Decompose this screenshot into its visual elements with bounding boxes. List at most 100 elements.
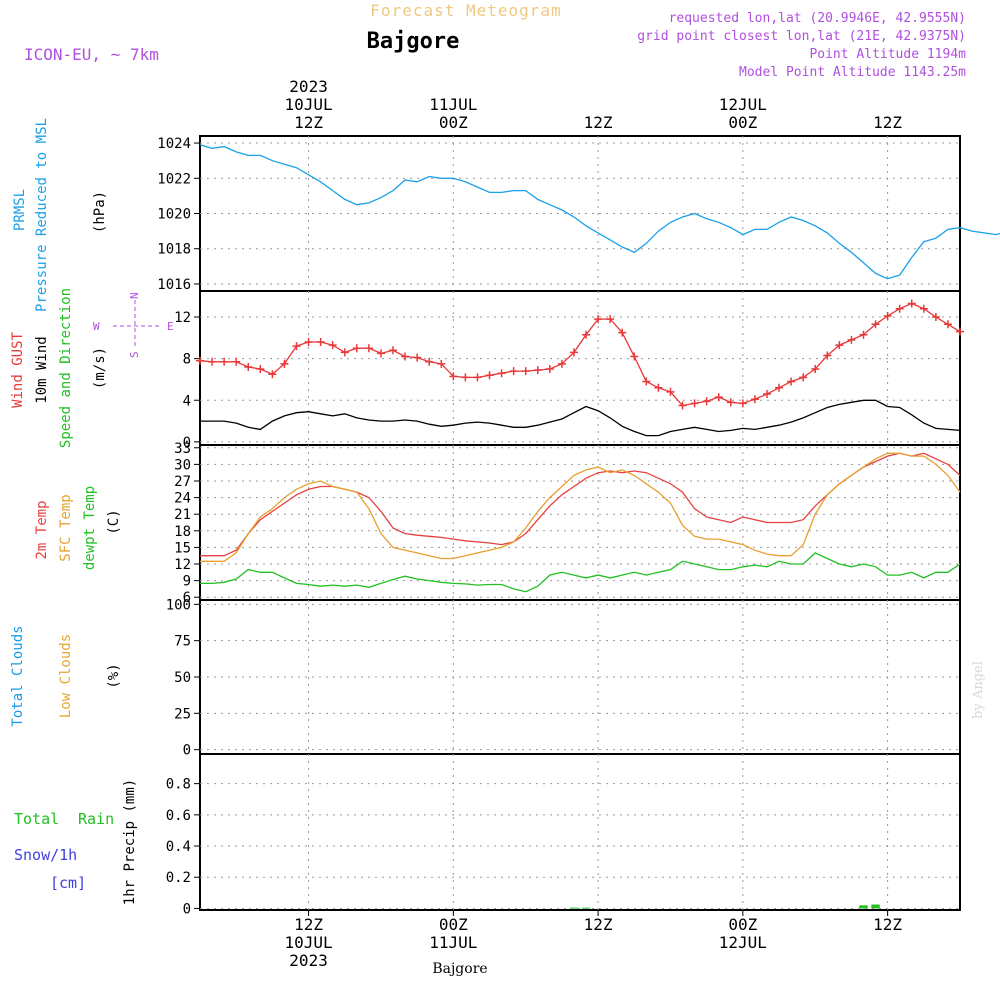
wind-gust-marker [943, 320, 952, 329]
ytick-label-clouds: 100 [166, 597, 191, 613]
label-snow: Snow/1h [14, 846, 77, 864]
label-clouds-unit: (%) [106, 663, 122, 688]
ytick-label-wind: 12 [174, 310, 191, 326]
dir-label-e: E [167, 320, 174, 333]
wind-gust-marker [799, 373, 808, 382]
wind-gust-marker [352, 344, 361, 353]
footer-location: Bajgore [432, 961, 487, 977]
rain-bar [859, 905, 868, 909]
wind-gust-marker [883, 311, 892, 320]
location-title: Bajgore [367, 29, 460, 54]
temp-sfc-line [200, 452, 961, 562]
ytick-label-wind: 0 [183, 435, 191, 451]
label-low-clouds: Low Clouds [58, 634, 74, 718]
label-wind-unit: (m/s) [92, 347, 108, 389]
wind-gust-marker [569, 348, 578, 357]
time-label-top: 2023 [289, 77, 328, 96]
ytick-label-clouds: 50 [174, 670, 191, 686]
watermark: by Angel [971, 661, 986, 719]
wind-gust-marker [557, 359, 566, 368]
ytick-label-temperature: 18 [174, 524, 191, 540]
info-line-2: grid point closest lon,lat (21E, 42.9375… [637, 29, 966, 44]
wind-gust-marker [823, 351, 832, 360]
ytick-label-temperature: 21 [174, 507, 191, 523]
wind-gust-marker [787, 377, 796, 386]
wind-gust-marker [509, 367, 518, 376]
wind-gust-marker [702, 397, 711, 406]
ytick-label-precipitation: 0.6 [166, 808, 191, 824]
wind-gust-marker [244, 362, 253, 371]
wind-gust-marker [533, 366, 542, 375]
wind-gust-marker [256, 365, 265, 374]
wind-gust-marker [268, 370, 277, 379]
info-line-3: Point Altitude 1194m [809, 47, 966, 62]
time-label-bottom: 12Z [294, 915, 323, 934]
wind-gust-marker [473, 373, 482, 382]
label-wind-speed-dir: Speed and Direction [58, 288, 74, 448]
time-label-bottom: 2023 [289, 951, 328, 970]
ytick-label-precipitation: 0.4 [166, 839, 191, 855]
ytick-label-temperature: 30 [174, 457, 191, 473]
wind-gust-marker [316, 337, 325, 346]
time-label-top: 12Z [873, 113, 902, 132]
wind-gust-marker [871, 320, 880, 329]
wind-gust-marker [907, 299, 916, 308]
wind-gust-marker [618, 328, 627, 337]
ytick-label-clouds: 25 [174, 706, 191, 722]
wind-gust-marker [738, 399, 747, 408]
ytick-label-pressure: 1020 [157, 207, 191, 223]
wind-gust-marker [895, 304, 904, 313]
dir-label-n: N [128, 292, 141, 299]
wind-gust-marker [726, 398, 735, 407]
wind-gust-marker [292, 342, 301, 351]
ytick-label-clouds: 0 [183, 743, 191, 759]
ytick-label-temperature: 24 [174, 491, 191, 507]
time-label-bottom: 11JUL [429, 933, 477, 952]
rain-bar [581, 907, 591, 909]
label-precip-unit: 1hr Precip (mm) [122, 779, 138, 905]
label-wind-gust: Wind GUST [10, 332, 26, 408]
wind-gust-marker [461, 373, 470, 382]
ytick-label-clouds: 75 [174, 634, 191, 650]
ytick-label-wind: 8 [183, 352, 191, 368]
wind-gust-marker [811, 365, 820, 374]
wind-10m-line [200, 399, 961, 437]
dir-label-w: W [93, 320, 100, 333]
wind-gust-marker [714, 393, 723, 402]
pressure-line [199, 144, 1000, 280]
label-rain: Rain [78, 810, 114, 828]
label-2m-temp: 2m Temp [34, 500, 50, 559]
panel-frame-precipitation [199, 753, 961, 911]
wind-gust-marker [413, 353, 422, 362]
temp-2m-line [200, 452, 961, 557]
time-label-bottom: 12JUL [719, 933, 767, 952]
wind-gust-marker [847, 335, 856, 344]
wind-gust-marker [340, 348, 349, 357]
wind-gust-marker [485, 371, 494, 380]
ytick-label-pressure: 1022 [157, 171, 191, 187]
wind-gust-marker [666, 387, 675, 396]
time-label-bottom: 00Z [439, 915, 468, 934]
label-10m-wind: 10m Wind [34, 336, 50, 403]
wind-gust-marker [364, 344, 373, 353]
time-label-bottom: 12Z [584, 915, 613, 934]
ytick-label-temperature: 6 [183, 590, 191, 606]
wind-gust-marker [220, 357, 229, 366]
wind-gust-marker [304, 337, 313, 346]
time-label-top: 10JUL [284, 95, 332, 114]
wind-gust-marker [859, 330, 868, 339]
ytick-label-temperature: 12 [174, 557, 191, 573]
time-label-top: 12Z [294, 113, 323, 132]
time-label-bottom: 10JUL [284, 933, 332, 952]
wind-gust-marker [280, 359, 289, 368]
time-label-top: 00Z [728, 113, 757, 132]
ytick-label-wind: 4 [183, 393, 191, 409]
wind-gust-marker [642, 377, 651, 386]
ytick-label-temperature: 27 [174, 474, 191, 490]
rain-bar [569, 907, 579, 909]
info-line-1: requested lon,lat (20.9946E, 42.9555N) [669, 11, 966, 26]
wind-gust-marker [654, 383, 663, 392]
wind-gust-marker [835, 341, 844, 350]
wind-gust-marker [521, 367, 530, 376]
